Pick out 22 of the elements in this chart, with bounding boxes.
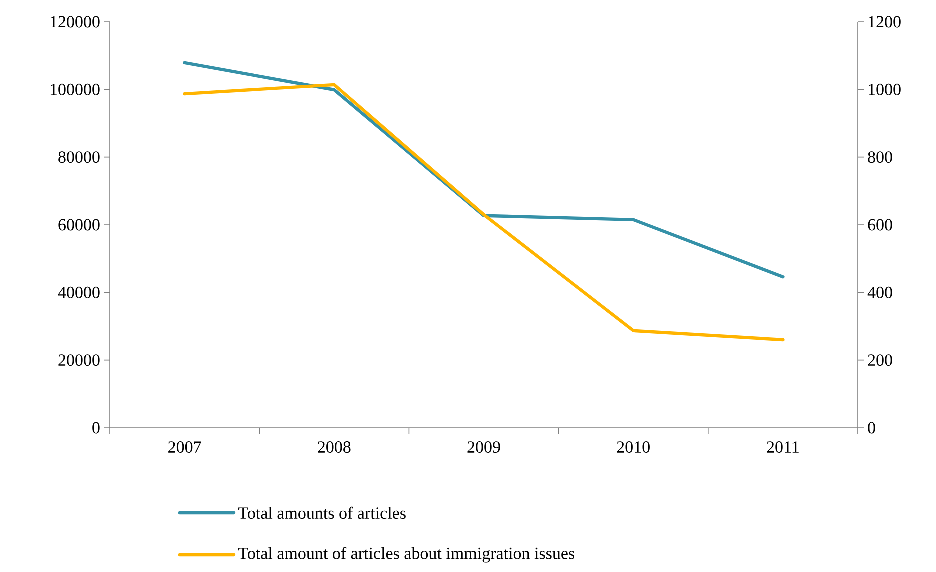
legend-label: Total amounts of articles [238, 506, 406, 520]
y2-tick-label: 1200 [869, 16, 901, 28]
x-tick-label: 2009 [468, 442, 500, 453]
y2-tick-label: 0 [868, 422, 876, 434]
y-tick-label: 80000 [58, 152, 100, 164]
y2-tick-label: 200 [868, 354, 892, 366]
x-tick-label: 2011 [767, 442, 799, 453]
x-tick-label: 2007 [168, 442, 202, 453]
x-tick-label: 2008 [318, 442, 351, 453]
y-tick-label: 100000 [50, 84, 100, 96]
line-series [183, 83, 785, 342]
legend-label: Total amount of articles about immigration issues [238, 547, 574, 563]
y2-tick-label: 800 [868, 152, 892, 164]
y-tick-label: 0 [92, 422, 100, 434]
y-tick-label: 120000 [50, 16, 100, 28]
y-tick-label: 40000 [58, 286, 100, 298]
y-tick-label: 60000 [58, 219, 100, 231]
y2-tick-label: 400 [868, 286, 892, 298]
x-tick-label: 2010 [617, 442, 650, 453]
y-tick-label: 20000 [58, 354, 100, 366]
y2-tick-label: 600 [868, 219, 892, 231]
y2-tick-label: 1000 [869, 84, 901, 96]
